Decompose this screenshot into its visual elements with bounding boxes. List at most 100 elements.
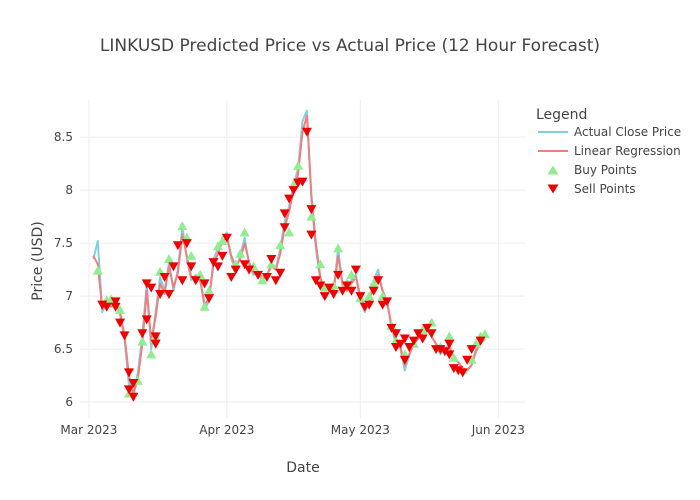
sell-point-marker — [346, 286, 357, 296]
y-tick-label: 6.5 — [54, 342, 73, 356]
buy-point-marker — [275, 240, 286, 250]
sell-point-marker — [204, 294, 215, 304]
buy-point-marker — [346, 269, 357, 279]
sell-point-marker — [297, 177, 308, 187]
sell-point-marker — [422, 323, 433, 333]
sell-point-marker — [279, 223, 290, 233]
y-axis-label: Price (USD) — [30, 221, 46, 300]
sell-point-marker — [261, 273, 272, 283]
sell-point-marker — [123, 385, 134, 395]
buy-point-marker — [204, 285, 215, 295]
sell-point-marker — [306, 205, 317, 215]
axes: 6 6.5 7 7.5 8 8.5 Mar 2023 Apr 2023 May 2023 Jun … — [54, 130, 525, 437]
buy-point-marker — [333, 243, 344, 253]
buy-point-marker — [115, 304, 126, 314]
sell-point-marker — [417, 334, 428, 344]
sell-point-marker — [457, 368, 468, 378]
sell-point-marker — [128, 392, 139, 402]
sell-point-marker — [328, 289, 339, 299]
buy-point-marker — [315, 259, 326, 269]
buy-point-marker — [164, 254, 174, 263]
buy-point-marker — [146, 349, 157, 359]
sell-point-marker — [141, 315, 152, 325]
sell-point-marker — [355, 292, 366, 302]
sell-point-marker — [177, 276, 188, 286]
buy-point-marker — [212, 241, 223, 251]
x-tick-label: Apr 2023 — [199, 423, 254, 437]
sell-point-marker — [172, 241, 183, 251]
x-tick-label: Jun 2023 — [471, 423, 525, 437]
sell-point-marker — [475, 336, 486, 346]
x-axis-label: Date — [286, 460, 319, 476]
sell-point-marker — [315, 281, 326, 291]
sell-point-marker — [324, 283, 335, 293]
sell-point-marker — [244, 265, 255, 275]
buy-point-marker — [199, 301, 210, 311]
y-tick-label: 7.5 — [54, 236, 73, 250]
legend-item-actual: Actual Close Price — [574, 125, 681, 139]
sell-point-marker — [395, 339, 406, 349]
sell-point-marker — [333, 270, 344, 280]
sell-point-marker — [426, 329, 437, 339]
sell-point-marker — [368, 286, 379, 296]
sell-point-marker — [444, 350, 455, 360]
buy-point-marker — [293, 160, 304, 170]
sell-point-marker — [270, 276, 281, 286]
sell-point-marker — [164, 289, 174, 299]
sell-point-marker — [382, 297, 393, 307]
sell-point-marker — [217, 251, 228, 261]
legend-swatch-buy — [547, 165, 559, 175]
buy-point-marker — [217, 235, 228, 245]
buy-point-marker — [177, 221, 188, 231]
sell-point-marker — [212, 262, 223, 272]
sell-point-marker — [199, 279, 210, 289]
sell-point-marker — [386, 323, 397, 333]
sell-point-marker — [128, 379, 139, 389]
sell-point-marker — [253, 270, 263, 280]
legend-item-buy: Buy Points — [574, 163, 637, 177]
sell-point-marker — [279, 209, 290, 219]
chart-title: LINKUSD Predicted Price vs Actual Price … — [100, 36, 600, 56]
sell-point-marker — [110, 297, 121, 307]
sell-point-marker — [301, 127, 312, 137]
buy-point-marker — [364, 291, 375, 301]
x-tick-label: May 2023 — [331, 423, 390, 437]
buy-point-marker — [186, 250, 197, 260]
sell-point-marker — [159, 273, 170, 283]
sell-point-marker — [350, 265, 361, 275]
sell-point-marker — [390, 329, 401, 339]
legend-swatch-sell — [547, 184, 559, 194]
sell-point-marker — [181, 239, 192, 249]
sell-point-marker — [146, 283, 157, 293]
sell-point-marker — [399, 355, 410, 365]
sell-point-marker — [150, 332, 161, 342]
sell-point-marker — [364, 300, 375, 310]
series-markers — [92, 127, 490, 402]
legend-item-sell: Sell Points — [574, 182, 636, 196]
sell-point-marker — [190, 276, 201, 286]
buy-point-marker — [319, 282, 330, 292]
buy-point-marker — [284, 227, 295, 237]
sell-point-marker — [168, 262, 179, 272]
sell-point-marker — [399, 334, 410, 344]
sell-point-marker — [284, 194, 295, 204]
sell-point-marker — [186, 262, 197, 272]
sell-point-marker — [466, 345, 477, 355]
buy-point-marker — [92, 265, 103, 275]
buy-point-marker — [479, 329, 490, 339]
sell-point-marker — [337, 286, 348, 296]
sell-point-marker — [226, 273, 237, 283]
sell-point-marker — [306, 230, 317, 240]
sell-point-marker — [155, 289, 166, 299]
x-tick-label: Mar 2023 — [60, 423, 117, 437]
sell-point-marker — [408, 336, 419, 346]
sell-point-marker — [137, 329, 148, 339]
y-tick-label: 6 — [65, 395, 73, 409]
sell-point-marker — [266, 255, 277, 264]
sell-point-marker — [342, 281, 352, 291]
sell-point-marker — [288, 186, 299, 196]
sell-point-marker — [150, 339, 161, 349]
